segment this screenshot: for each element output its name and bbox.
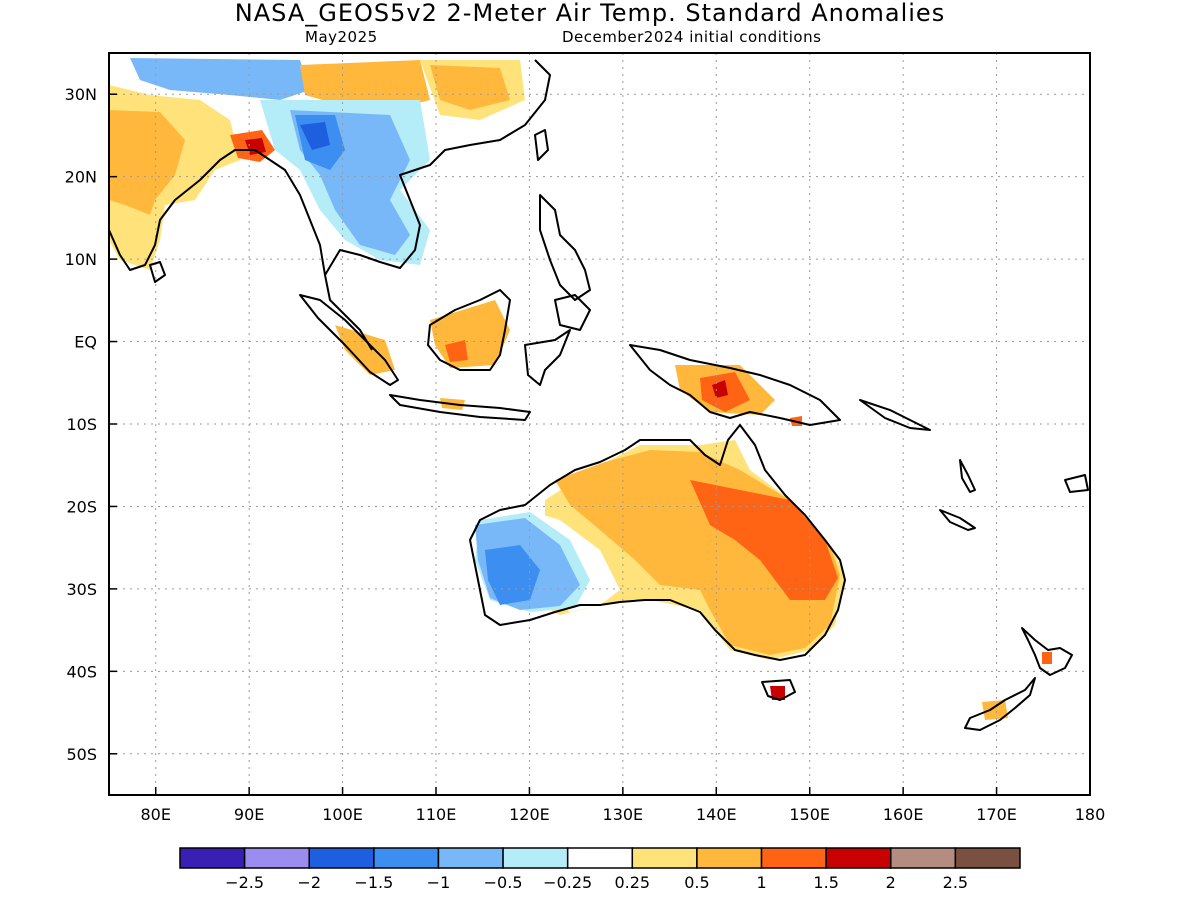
colorbar-swatch <box>696 847 763 869</box>
colorbar-swatch <box>308 847 375 869</box>
lat-tick-label: 50S <box>66 745 97 764</box>
lat-tick-label: 40S <box>66 662 97 681</box>
colorbar-swatch <box>243 847 310 869</box>
lat-tick-label: 20N <box>65 168 97 187</box>
coast-indochina <box>324 59 551 276</box>
field-china-warm-core <box>430 65 510 110</box>
lon-tick-label: 80E <box>140 805 170 824</box>
lat-tick-label: 10N <box>65 250 97 269</box>
lon-tick-label: 130E <box>603 805 644 824</box>
coast-philippines <box>539 194 591 301</box>
field-sumatra-warm <box>335 325 395 375</box>
field-tasmania-hot <box>770 686 785 700</box>
colorbar-label: 1 <box>756 873 766 892</box>
coast-tasmania <box>761 679 796 701</box>
latitude-axis: 30N 20N 10N EQ 10S 20S 30S 40S 50S <box>65 85 117 764</box>
field-nz-north-hot <box>1042 652 1052 664</box>
coast-sumatra <box>299 294 399 386</box>
colorbar: −2.5 −2 −1.5 −1 −0.5 −0.25 0.25 0.5 1 1.5 2 2.5 <box>179 847 1021 892</box>
field-nz-south-warm <box>982 700 1008 720</box>
coast-sulawesi <box>524 329 571 386</box>
colorbar-label: −2 <box>297 873 321 892</box>
field-newguinea-core <box>712 380 728 398</box>
colorbar-label: −2.5 <box>225 873 264 892</box>
field-borneo-hot <box>445 340 468 362</box>
colorbar-label: 0.5 <box>684 873 709 892</box>
lat-tick-label: 20S <box>66 497 97 516</box>
colorbar-swatch <box>566 847 634 869</box>
colorbar-label: 1.5 <box>813 873 838 892</box>
lon-tick-label: 160E <box>883 805 924 824</box>
initial-conditions-label: December2024 initial conditions <box>562 28 822 46</box>
coast-borneo <box>427 289 511 371</box>
colorbar-label: −0.5 <box>484 873 523 892</box>
colorbar-swatch <box>825 847 892 869</box>
coast-australia <box>469 424 846 661</box>
forecast-month: May2025 <box>305 28 378 46</box>
field-india-warm-core <box>109 110 185 215</box>
coast-newcaledonia <box>939 509 976 531</box>
coast-nz-north <box>1021 627 1073 676</box>
lon-tick-label: 150E <box>789 805 830 824</box>
lon-tick-label: 110E <box>416 805 457 824</box>
lon-tick-label: 90E <box>234 805 264 824</box>
colorbar-label: 0.25 <box>614 873 650 892</box>
field-australia-hot <box>690 480 838 600</box>
anomaly-fields <box>109 58 1052 720</box>
colorbar-swatch <box>437 847 504 869</box>
coast-india <box>109 149 271 271</box>
coast-vanuatu <box>959 459 976 493</box>
chart-title: NASA_GEOS5v2 2-Meter Air Temp. Standard … <box>234 0 946 27</box>
field-myanmar-colder <box>300 122 330 150</box>
colorbar-swatch <box>373 847 440 869</box>
coast-mindanao <box>554 294 591 331</box>
coast-solomons <box>859 399 931 431</box>
lon-tick-label: 120E <box>509 805 550 824</box>
coast-srilanka <box>149 261 166 283</box>
colorbar-swatch <box>179 847 246 869</box>
colorbar-swatch <box>631 847 698 869</box>
coast-nz-south <box>964 677 1036 731</box>
lon-tick-label: 180 <box>1075 805 1106 824</box>
colorbar-swatch <box>890 847 957 869</box>
gridlines <box>109 53 1090 795</box>
colorbar-label: 2.5 <box>943 873 968 892</box>
field-tibet-warm <box>300 60 430 110</box>
colorbar-label: −1 <box>427 873 451 892</box>
coast-java <box>389 394 531 421</box>
lon-tick-label: 100E <box>322 805 363 824</box>
colorbar-label: −1.5 <box>354 873 393 892</box>
coast-newguinea <box>629 344 841 426</box>
lat-tick-label: 30N <box>65 85 97 104</box>
lon-tick-label: 170E <box>976 805 1017 824</box>
coast-taiwan <box>534 129 549 161</box>
lat-tick-label: EQ <box>74 333 97 352</box>
colorbar-label: 2 <box>886 873 896 892</box>
field-westaus-cold <box>485 545 540 605</box>
lat-tick-label: 30S <box>66 580 97 599</box>
coast-burma <box>269 159 373 351</box>
field-tibet-cool <box>130 58 310 100</box>
lat-tick-label: 10S <box>66 415 97 434</box>
lon-tick-label: 140E <box>696 805 737 824</box>
colorbar-swatch <box>760 847 827 869</box>
coast-fiji <box>1064 474 1089 493</box>
colorbar-label: −0.25 <box>543 873 592 892</box>
longitude-axis: 80E 90E 100E 110E 120E 130E 140E 150E 160E 170E 18… <box>140 787 1105 824</box>
coastlines <box>109 59 1089 731</box>
colorbar-swatch <box>502 847 569 869</box>
colorbar-swatch <box>954 847 1021 869</box>
